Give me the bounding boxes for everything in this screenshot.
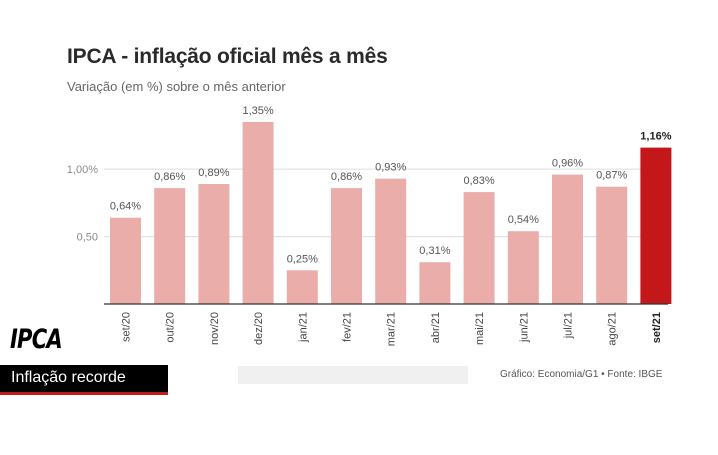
x-tick-label: jan/21	[297, 312, 309, 343]
data-label: 1,16%	[640, 131, 671, 143]
x-tick-label: nov/20	[209, 312, 221, 345]
data-label: 0,87%	[596, 170, 627, 182]
bar	[463, 192, 495, 304]
caption-hashtag: IPCA	[10, 324, 63, 355]
bar	[198, 184, 230, 304]
bar	[110, 217, 141, 304]
data-label: 0,86%	[154, 171, 185, 183]
y-tick-label: 0,50	[77, 232, 98, 244]
bar	[331, 188, 362, 304]
bar	[419, 262, 451, 304]
x-tick-label: set/21	[651, 312, 663, 343]
data-label: 1,35%	[242, 105, 273, 117]
bar	[242, 122, 274, 304]
data-label: 0,93%	[375, 162, 406, 174]
bar	[552, 174, 583, 304]
bar	[596, 186, 628, 304]
x-tick-label: mai/21	[474, 312, 486, 345]
data-label: 0,25%	[287, 253, 318, 265]
bar	[507, 231, 539, 304]
chart-title: IPCA - inflação oficial mês a mês	[67, 45, 388, 68]
data-label: 0,54%	[508, 214, 539, 226]
x-tick-label: abr/21	[430, 312, 442, 343]
x-tick-label: fev/21	[342, 312, 354, 342]
chart-subtitle: Variação (em %) sobre o mês anterior	[67, 79, 286, 94]
x-tick-label: jun/21	[518, 312, 530, 343]
y-tick-label: 1,00%	[67, 164, 98, 176]
x-tick-label: mar/21	[386, 312, 398, 346]
bar	[640, 147, 672, 304]
x-tick-label: jul/21	[563, 312, 575, 339]
data-label: 0,83%	[463, 175, 494, 187]
data-label: 0,96%	[552, 158, 583, 170]
data-label: 0,86%	[331, 171, 362, 183]
x-tick-label: dez/20	[253, 312, 265, 345]
data-label: 0,31%	[419, 245, 450, 257]
data-label: 0,89%	[198, 167, 229, 179]
x-tick-label: ago/21	[607, 312, 619, 346]
bar	[375, 178, 407, 304]
data-label: 0,64%	[110, 201, 141, 213]
caption-label: Inflação recorde	[11, 369, 126, 386]
x-tick-label: set/20	[121, 312, 133, 342]
footer-band	[238, 366, 468, 384]
bar	[286, 270, 318, 304]
chart-source: Gráfico: Economia/G1 • Fonte: IBGE	[500, 369, 663, 380]
bar	[154, 188, 186, 304]
x-tick-label: out/20	[165, 312, 177, 343]
caption-box: Inflação recorde	[0, 365, 168, 395]
